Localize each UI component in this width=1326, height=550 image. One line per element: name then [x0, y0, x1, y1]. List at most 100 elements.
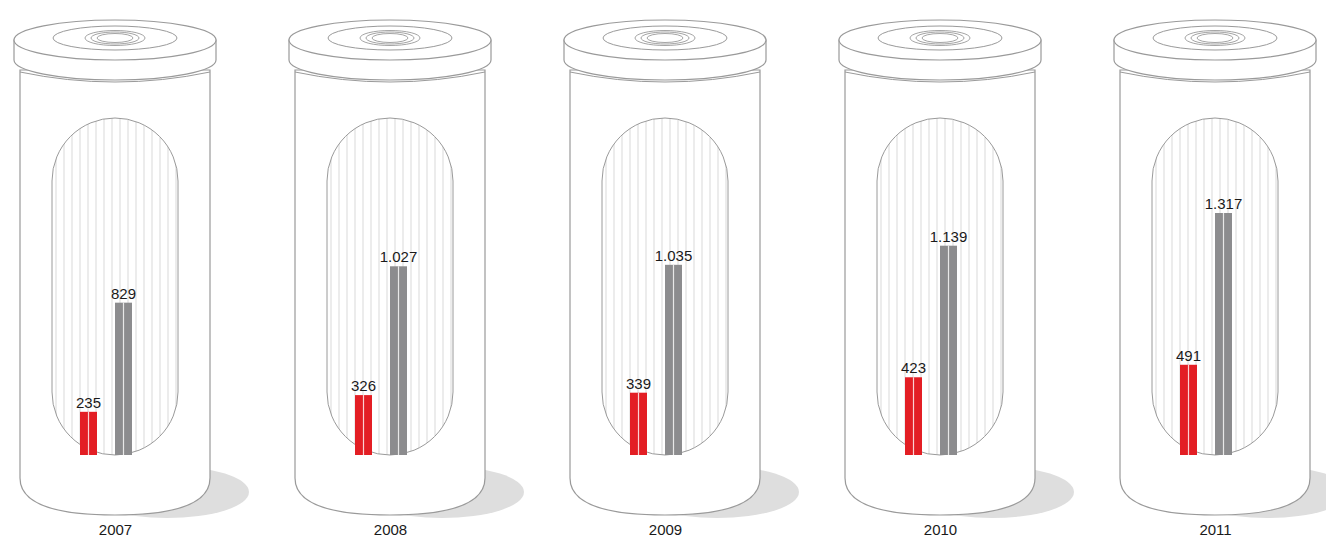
stripe — [176, 118, 177, 455]
cap-top — [289, 20, 491, 60]
cartridge — [289, 20, 524, 518]
stripe — [427, 118, 428, 455]
bar — [1180, 365, 1197, 455]
bar — [1215, 213, 1232, 455]
stripe — [435, 118, 436, 455]
bar-divider — [948, 246, 949, 455]
bar-divider — [673, 265, 674, 455]
data-label: 1.027 — [380, 248, 418, 265]
cap-thread — [360, 31, 420, 46]
data-label: 1.035 — [655, 247, 693, 264]
window-stripes — [881, 118, 1001, 455]
stripe — [614, 118, 615, 455]
stripe — [1164, 118, 1165, 455]
cap-ring — [603, 26, 727, 50]
bar-divider — [123, 303, 124, 455]
data-label: 829 — [111, 285, 136, 302]
cap-top — [564, 20, 766, 60]
bar-divider — [363, 395, 364, 455]
bar-divider — [1188, 365, 1189, 455]
stripe — [993, 118, 994, 455]
stripe — [72, 118, 73, 455]
cap-thread — [1185, 31, 1245, 46]
window-frame — [877, 118, 1003, 455]
bar-divider — [1223, 213, 1224, 455]
cap-thread — [922, 34, 958, 43]
bar — [80, 412, 97, 455]
stripe — [606, 118, 607, 455]
cartridge-body — [295, 70, 485, 515]
stripe — [969, 118, 970, 455]
stripe — [686, 118, 687, 455]
data-label: 235 — [76, 394, 101, 411]
bar — [665, 265, 682, 455]
cartridge — [14, 20, 249, 518]
cartridge-body — [1120, 70, 1310, 515]
tick: 2011 — [1199, 520, 1231, 538]
stripe — [1276, 118, 1277, 455]
cap-thread — [91, 32, 139, 44]
chart: 235 326 339 423 491 829 1.027 1.035 1.139 1.317 20… — [0, 0, 1326, 550]
bar-divider — [638, 393, 639, 455]
data-label: 1.317 — [1205, 195, 1243, 212]
cap-top — [14, 20, 216, 60]
bar — [390, 266, 407, 455]
stripe — [168, 118, 169, 455]
stripe — [1172, 118, 1173, 455]
data-label: 1.139 — [930, 228, 968, 245]
bar-divider — [913, 377, 914, 455]
stripe — [1236, 118, 1237, 455]
tick: 2008 — [374, 520, 407, 538]
window-stripes — [56, 118, 176, 455]
data-label: 423 — [901, 359, 926, 376]
stripe — [64, 118, 65, 455]
stripe — [1212, 118, 1213, 455]
cap-thread — [910, 31, 970, 46]
data-label: 491 — [1176, 347, 1201, 364]
bar — [115, 303, 132, 455]
data-label: 326 — [351, 377, 376, 394]
cap-top — [839, 20, 1041, 60]
cap-thread — [85, 31, 145, 46]
cap-thread — [97, 34, 133, 43]
cartridge — [564, 20, 799, 518]
stripe — [1268, 118, 1269, 455]
cap-thread — [1197, 34, 1233, 43]
cap-thread — [1191, 32, 1239, 44]
cartridge — [839, 20, 1074, 518]
stripe — [929, 118, 930, 455]
tick-label: 2009 — [649, 521, 682, 538]
stripe — [985, 118, 986, 455]
stripe — [104, 118, 105, 455]
stripe — [160, 118, 161, 455]
stripe — [654, 118, 655, 455]
stripe — [379, 118, 380, 455]
stripe — [937, 118, 938, 455]
tick: 2009 — [649, 520, 682, 538]
stripe — [889, 118, 890, 455]
stripe — [961, 118, 962, 455]
stripe — [1001, 118, 1002, 455]
tick-label: 2010 — [924, 521, 957, 538]
cap-thread — [916, 32, 964, 44]
window-frame — [602, 118, 728, 455]
data-label: 339 — [626, 375, 651, 392]
stripe — [897, 118, 898, 455]
cap-thread — [635, 31, 695, 46]
stripe — [718, 118, 719, 455]
cartridges — [14, 20, 1326, 518]
bars — [80, 213, 1232, 455]
stripe — [1260, 118, 1261, 455]
bar — [905, 377, 922, 455]
stripe — [347, 118, 348, 455]
bar — [630, 393, 647, 455]
stripe — [694, 118, 695, 455]
stripe — [881, 118, 882, 455]
cartridge — [1114, 20, 1326, 518]
stripe — [339, 118, 340, 455]
cap-thread — [641, 32, 689, 44]
tick: 2010 — [924, 520, 957, 538]
data-labels: 235 326 339 423 491 829 1.027 1.035 1.139 1.317 — [76, 195, 1242, 411]
cartridge-body — [20, 70, 210, 515]
x-axis: 20072008200920102011 — [99, 520, 1232, 538]
